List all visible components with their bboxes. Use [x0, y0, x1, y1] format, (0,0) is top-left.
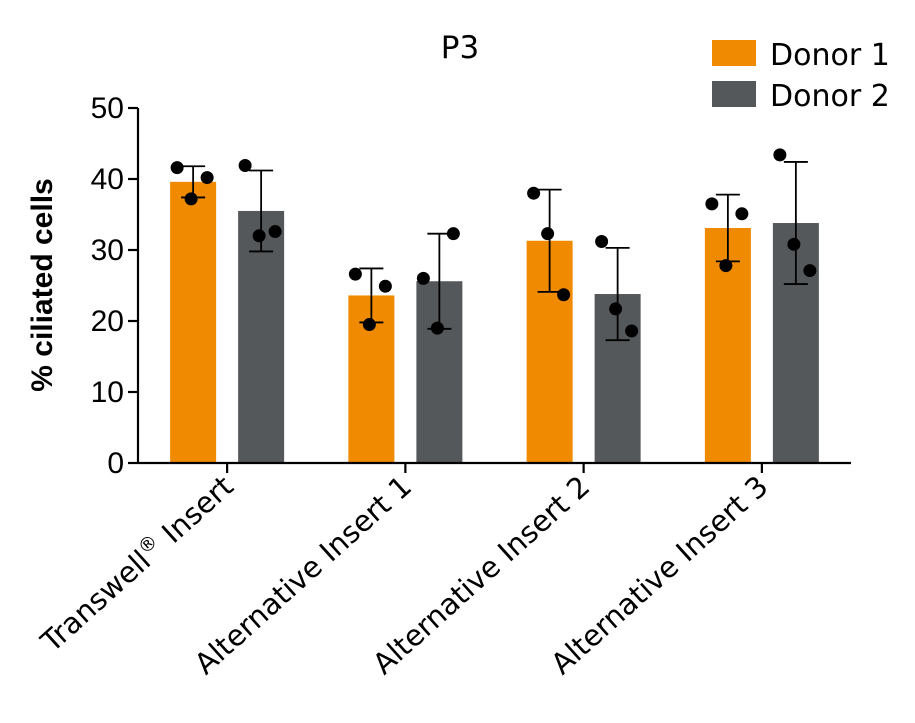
- data-point: [719, 259, 733, 273]
- legend-label-donor-1: Donor 1: [770, 38, 890, 73]
- legend-label-donor-2: Donor 2: [770, 79, 890, 114]
- data-point: [787, 237, 801, 251]
- data-point: [252, 229, 266, 243]
- y-tick-label: 40: [91, 163, 124, 196]
- data-point: [609, 302, 623, 316]
- bars: [170, 181, 819, 463]
- y-tick-label: 20: [91, 305, 124, 338]
- data-point: [541, 227, 555, 241]
- bar-donor-2: [238, 210, 285, 463]
- y-tick-label: 30: [91, 234, 124, 267]
- data-points: [170, 148, 817, 338]
- data-point: [268, 225, 282, 239]
- data-point: [735, 207, 749, 221]
- data-point: [170, 161, 184, 175]
- y-axis: 0 10 20 30 40 50: [91, 92, 140, 480]
- y-axis-label: % ciliated cells: [26, 178, 59, 391]
- data-point: [430, 321, 444, 335]
- data-point: [527, 186, 541, 200]
- chart-title: P3: [441, 30, 479, 66]
- legend-swatch-donor-2: [712, 81, 756, 107]
- data-point: [803, 264, 817, 278]
- y-tick-label: 50: [91, 92, 124, 125]
- data-point: [705, 197, 719, 211]
- data-point: [557, 288, 571, 302]
- y-tick-label: 10: [91, 376, 124, 409]
- data-point: [348, 267, 362, 281]
- y-tick-label: 0: [107, 447, 124, 480]
- legend: Donor 1 Donor 2: [712, 38, 890, 114]
- data-point: [773, 148, 787, 162]
- data-point: [378, 279, 392, 293]
- data-point: [200, 171, 214, 185]
- data-point: [238, 159, 252, 173]
- legend-swatch-donor-1: [712, 40, 756, 66]
- data-point: [416, 271, 430, 285]
- bar-donor-1: [170, 181, 217, 463]
- data-point: [625, 324, 639, 338]
- data-point: [362, 318, 376, 332]
- x-tick-label: Transwell® Insert: [33, 468, 240, 659]
- data-point: [595, 234, 609, 248]
- data-point: [446, 227, 460, 241]
- data-point: [184, 192, 198, 206]
